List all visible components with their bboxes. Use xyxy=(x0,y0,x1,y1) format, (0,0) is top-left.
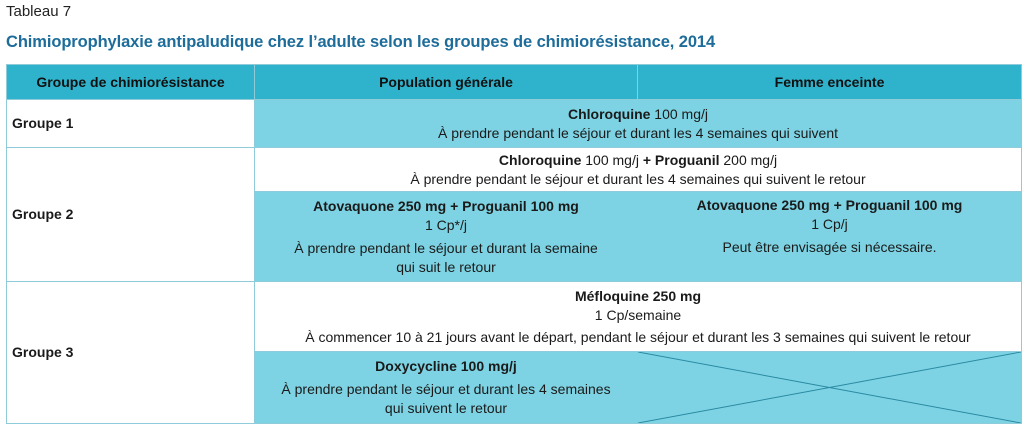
header-general-population: Population générale xyxy=(254,64,638,100)
atovaquone-note-general-2: qui suit le retour xyxy=(396,258,496,275)
group-2-label: Groupe 2 xyxy=(6,147,255,282)
chloroquine-dose: 100 mg/j xyxy=(650,105,709,122)
table-row-group-3-a: Groupe 3 Méfloquine 250 mg 1 Cp/semaine … xyxy=(6,281,1022,424)
proguanil-dose: 200 mg/j xyxy=(719,151,778,168)
group-2-regimen: Chloroquine 100 mg/j + Proguanil 200 mg/… xyxy=(254,147,1022,192)
atovaquone-dose-general: 1 Cp*/j xyxy=(424,216,468,233)
doxycycline-note-1: À prendre pendant le séjour et durant le… xyxy=(281,381,611,397)
atovaquone-drug-pregnant: Atovaquone 250 mg + Proguanil 100 mg xyxy=(696,197,963,213)
chemoprophylaxis-table: Groupe de chimiorésistance Population gé… xyxy=(6,64,1022,424)
mefloquine-note: À commencer 10 à 21 jours avant le dépar… xyxy=(305,328,971,345)
atovaquone-pregnant: Atovaquone 250 mg + Proguanil 100 mg 1 C… xyxy=(637,191,1022,282)
cross-mark-icon xyxy=(638,352,1021,423)
atovaquone-dose-pregnant: 1 Cp/j xyxy=(811,216,848,232)
header-pregnant-woman: Femme enceinte xyxy=(637,64,1022,100)
group-3-label: Groupe 3 xyxy=(6,281,255,424)
mefloquine-drug: Méfloquine 250 mg xyxy=(574,287,702,304)
atovaquone-general: Atovaquone 250 mg + Proguanil 100 mg 1 C… xyxy=(254,191,638,282)
not-applicable-cell xyxy=(637,351,1022,424)
chloroquine-dose-2: 100 mg/j xyxy=(581,151,643,168)
group-1-note: À prendre pendant le séjour et durant le… xyxy=(437,124,839,141)
doxycycline-drug: Doxycycline 100 mg/j xyxy=(375,358,517,374)
table-row-group-2-a: Groupe 2 Chloroquine 100 mg/j + Proguani… xyxy=(6,147,1022,282)
header-group: Groupe de chimiorésistance xyxy=(6,64,255,100)
mefloquine-regimen: Méfloquine 250 mg 1 Cp/semaine À commenc… xyxy=(254,281,1022,352)
group-1-regimen: Chloroquine 100 mg/j À prendre pendant l… xyxy=(254,99,1022,148)
atovaquone-note-general-1: À prendre pendant le séjour et durant la… xyxy=(294,239,598,256)
table-row-group-1: Groupe 1 Chloroquine 100 mg/j À prendre … xyxy=(6,99,1022,148)
plus-sign: + xyxy=(642,151,652,168)
proguanil-drug: Proguanil xyxy=(651,151,720,168)
table-row-group-2-b: Atovaquone 250 mg + Proguanil 100 mg 1 C… xyxy=(7,191,1022,282)
table-row-group-3-b: Doxycycline 100 mg/j À prendre pendant l… xyxy=(7,351,1022,424)
atovaquone-note-pregnant: Peut être envisagée si nécessaire. xyxy=(722,239,937,255)
group-1-label: Groupe 1 xyxy=(6,99,255,148)
chloroquine-drug-2: Chloroquine xyxy=(498,151,582,168)
doxycycline-note-2: qui suivent le retour xyxy=(384,400,508,416)
chloroquine-drug: Chloroquine xyxy=(567,105,651,122)
table-title: Chimioprophylaxie antipaludique chez l’a… xyxy=(6,33,716,51)
doxycycline-regimen: Doxycycline 100 mg/j À prendre pendant l… xyxy=(254,351,638,424)
header-row: Groupe de chimiorésistance Population gé… xyxy=(6,64,1022,100)
table-label: Tableau 7 xyxy=(6,3,72,20)
mefloquine-dose: 1 Cp/semaine xyxy=(594,306,682,323)
group-2-note: À prendre pendant le séjour et durant le… xyxy=(410,170,866,187)
atovaquone-drug-general: Atovaquone 250 mg + Proguanil 100 mg xyxy=(313,197,579,214)
